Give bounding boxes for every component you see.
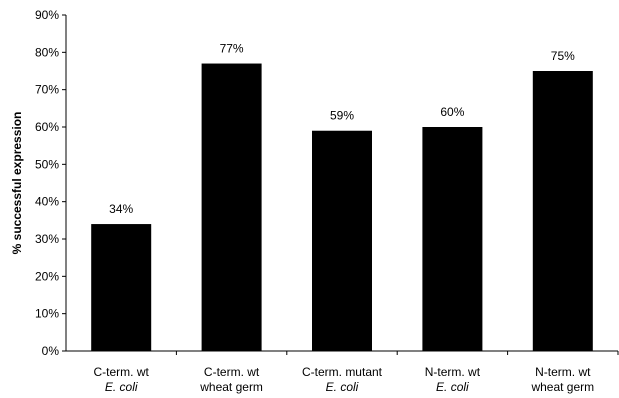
data-label: 59% bbox=[330, 109, 354, 123]
bars bbox=[91, 63, 593, 352]
category-label-line2: E. coli bbox=[436, 380, 469, 394]
bar bbox=[312, 130, 372, 351]
bar bbox=[91, 224, 152, 351]
data-label: 75% bbox=[551, 49, 575, 63]
y-tick-label: 80% bbox=[35, 45, 59, 59]
bar bbox=[532, 71, 593, 351]
y-axis-title: % successful expression bbox=[10, 112, 24, 255]
category-label-line2: wheat germ bbox=[199, 380, 263, 394]
data-labels: 34% 77% 59% 60% 75% bbox=[109, 42, 575, 217]
category-label-line2: wheat germ bbox=[530, 380, 594, 394]
y-tick-label: 20% bbox=[35, 269, 59, 283]
y-tick-label: 30% bbox=[35, 232, 59, 246]
category-label-line1: C-term. wt bbox=[94, 365, 150, 379]
category-label-line2: E. coli bbox=[326, 380, 359, 394]
y-tick-label: 90% bbox=[35, 8, 59, 22]
bar bbox=[422, 127, 483, 351]
category-label-line2: E. coli bbox=[105, 380, 138, 394]
data-label: 60% bbox=[440, 105, 464, 119]
y-tick-label: 70% bbox=[35, 83, 59, 97]
category-label-line1: C-term. wt bbox=[204, 365, 260, 379]
y-tick-label: 10% bbox=[35, 307, 59, 321]
y-tick-label: 40% bbox=[35, 195, 59, 209]
y-axis-ticks: 0% 10% 20% 30% 40% 50% 60% 70% 80% 90% bbox=[35, 8, 66, 358]
data-label: 34% bbox=[109, 202, 133, 216]
category-label-line1: C-term. mutant bbox=[302, 365, 383, 379]
category-label-line1: N-term. wt bbox=[425, 365, 481, 379]
y-tick-label: 50% bbox=[35, 157, 59, 171]
y-tick-label: 60% bbox=[35, 120, 59, 134]
y-tick-label: 0% bbox=[42, 344, 60, 358]
category-label-line1: N-term. wt bbox=[535, 365, 591, 379]
data-label: 77% bbox=[220, 42, 244, 56]
bar bbox=[201, 63, 262, 352]
